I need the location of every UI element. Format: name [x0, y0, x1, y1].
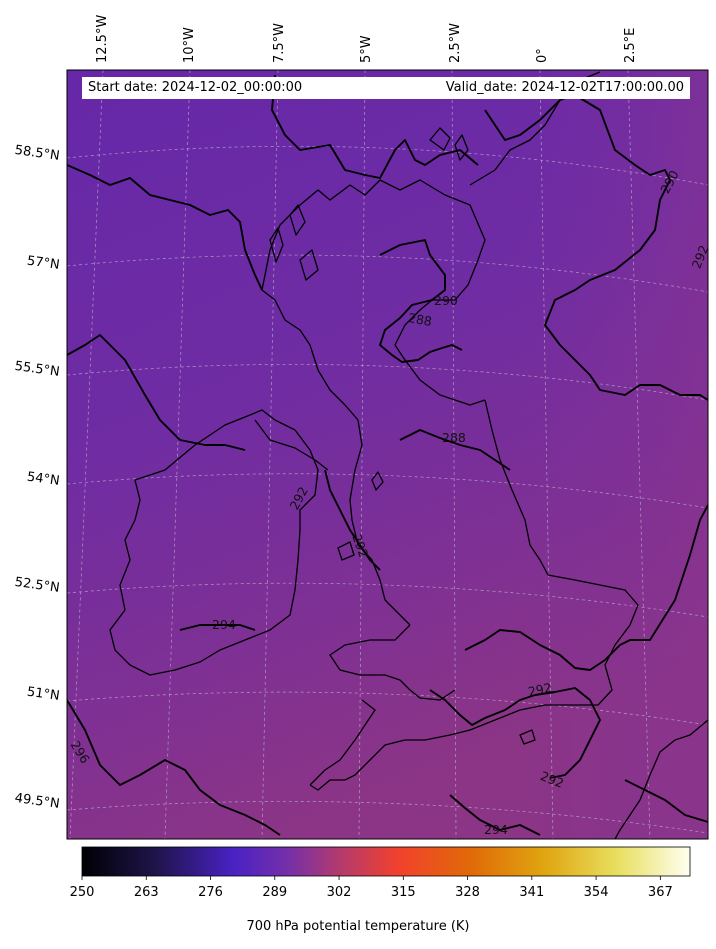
- valid-date-label: Valid_date: 2024-12-02T17:00:00.00: [445, 80, 684, 95]
- parallel-52-5n: [67, 582, 708, 618]
- contour-label: 294: [484, 822, 508, 837]
- parallel-57n: [67, 254, 708, 293]
- colorbar-ticks: 250 263 276 289 302 315 328 341 354 367: [70, 876, 673, 900]
- continent-coastline: [614, 719, 708, 839]
- meridian-7-5w: [261, 70, 279, 839]
- northern-ireland-coast: [254, 419, 329, 471]
- scotland-west-coast: [261, 289, 359, 421]
- colorbar-tick-label: 341: [519, 885, 544, 900]
- date-info-box: Start date: 2024-12-02_00:00:00 Valid_da…: [82, 77, 690, 99]
- latitude-label: 52.5°N: [14, 575, 61, 596]
- longitude-label: 7.5°W: [272, 23, 287, 63]
- contour-296-southwest: [67, 699, 281, 836]
- colorbar-tick-label: 276: [198, 885, 223, 900]
- contour-288-scotland: [379, 239, 463, 363]
- colorbar-tick-label: 367: [648, 885, 673, 900]
- colorbar: 250 263 276 289 302 315 328 341 354 367: [70, 846, 691, 900]
- scotland-coastline: [261, 179, 486, 406]
- wales-coastline: [329, 624, 456, 701]
- contour-292-southeast: [624, 779, 708, 823]
- longitude-label: 2.5°W: [448, 23, 463, 63]
- northern-england-coastline: [484, 399, 549, 576]
- latitude-label: 51°N: [26, 685, 61, 704]
- contour-label: 290: [434, 293, 458, 308]
- map-frame: [66, 69, 709, 840]
- colorbar-tick-label: 302: [327, 885, 352, 900]
- colorbar-tick-label: 354: [584, 885, 609, 900]
- contour-294-south: [449, 794, 541, 836]
- meridian-0: [539, 70, 554, 839]
- meridian-2-5e: [627, 70, 651, 839]
- colorbar-tick-label: 263: [134, 885, 159, 900]
- parallel-58-5n: [67, 145, 708, 186]
- hebrides-islands: [269, 204, 319, 281]
- latitude-label: 55.5°N: [14, 359, 61, 380]
- colorbar-tick-label: 315: [391, 885, 416, 900]
- start-date-label: Start date: 2024-12-02_00:00:00: [88, 80, 303, 95]
- parallel-51n: [67, 691, 708, 726]
- latitude-labels: 58.5°N 57°N 55.5°N 54°N 52.5°N 51°N 49.5…: [14, 143, 61, 812]
- contour-292-south: [429, 687, 601, 779]
- contour-label: 292: [527, 680, 553, 700]
- contour-290-north: [67, 164, 263, 291]
- latitude-label: 58.5°N: [14, 143, 61, 164]
- longitude-label: 12.5°W: [95, 15, 110, 63]
- longitude-label: 2.5°E: [623, 28, 638, 63]
- longitude-label: 5°W: [359, 35, 374, 63]
- parallel-54n: [67, 473, 708, 509]
- parallel-49-5n: [67, 801, 708, 834]
- south-coast-england: [309, 721, 491, 791]
- latitude-label: 54°N: [26, 470, 61, 489]
- colorbar-tick-label: 289: [262, 885, 287, 900]
- colorbar-gradient: [81, 846, 691, 877]
- longitude-label: 0°: [535, 48, 550, 63]
- colorbar-tick-label: 328: [455, 885, 480, 900]
- latitude-label: 49.5°N: [14, 791, 61, 812]
- contour-label: 294: [212, 617, 236, 632]
- contour-lines: [67, 74, 708, 836]
- contour-290-north-east: [271, 74, 479, 179]
- parallel-55-5n: [67, 364, 708, 401]
- coastlines: [109, 71, 708, 839]
- contour-label: 288: [442, 430, 466, 445]
- contour-288-northern-england: [399, 429, 511, 471]
- england-west-coast: [349, 419, 411, 626]
- meridian-10w: [164, 70, 191, 839]
- ireland-coastline: [109, 409, 319, 676]
- graticule: [67, 70, 708, 839]
- contour-label: 288: [407, 310, 433, 329]
- contour-294-ireland: [179, 624, 256, 631]
- cornwall-peninsula: [309, 699, 376, 786]
- potential-temperature-field-east: [67, 70, 708, 839]
- contour-292-wales: [324, 469, 381, 571]
- isle-of-wight: [519, 729, 536, 745]
- isle-of-man: [371, 471, 384, 491]
- longitude-label: 10°W: [182, 27, 197, 63]
- colorbar-tick-label: 250: [70, 885, 95, 900]
- map-panel: 290 292 290 288 288 292 292 294 292 292 …: [67, 70, 708, 839]
- latitude-label: 57°N: [26, 254, 61, 273]
- colorbar-label: 700 hPa potential temperature (K): [246, 919, 470, 934]
- meridian-5w: [358, 70, 366, 839]
- longitude-labels: 12.5°W 10°W 7.5°W 5°W 2.5°W 0° 2.5°E: [95, 15, 638, 63]
- orkney-islands: [429, 127, 469, 161]
- meridian-12-5w: [69, 70, 104, 839]
- contour-290-west: [67, 334, 246, 451]
- contour-292-east: [464, 504, 708, 671]
- anglesey: [337, 541, 355, 561]
